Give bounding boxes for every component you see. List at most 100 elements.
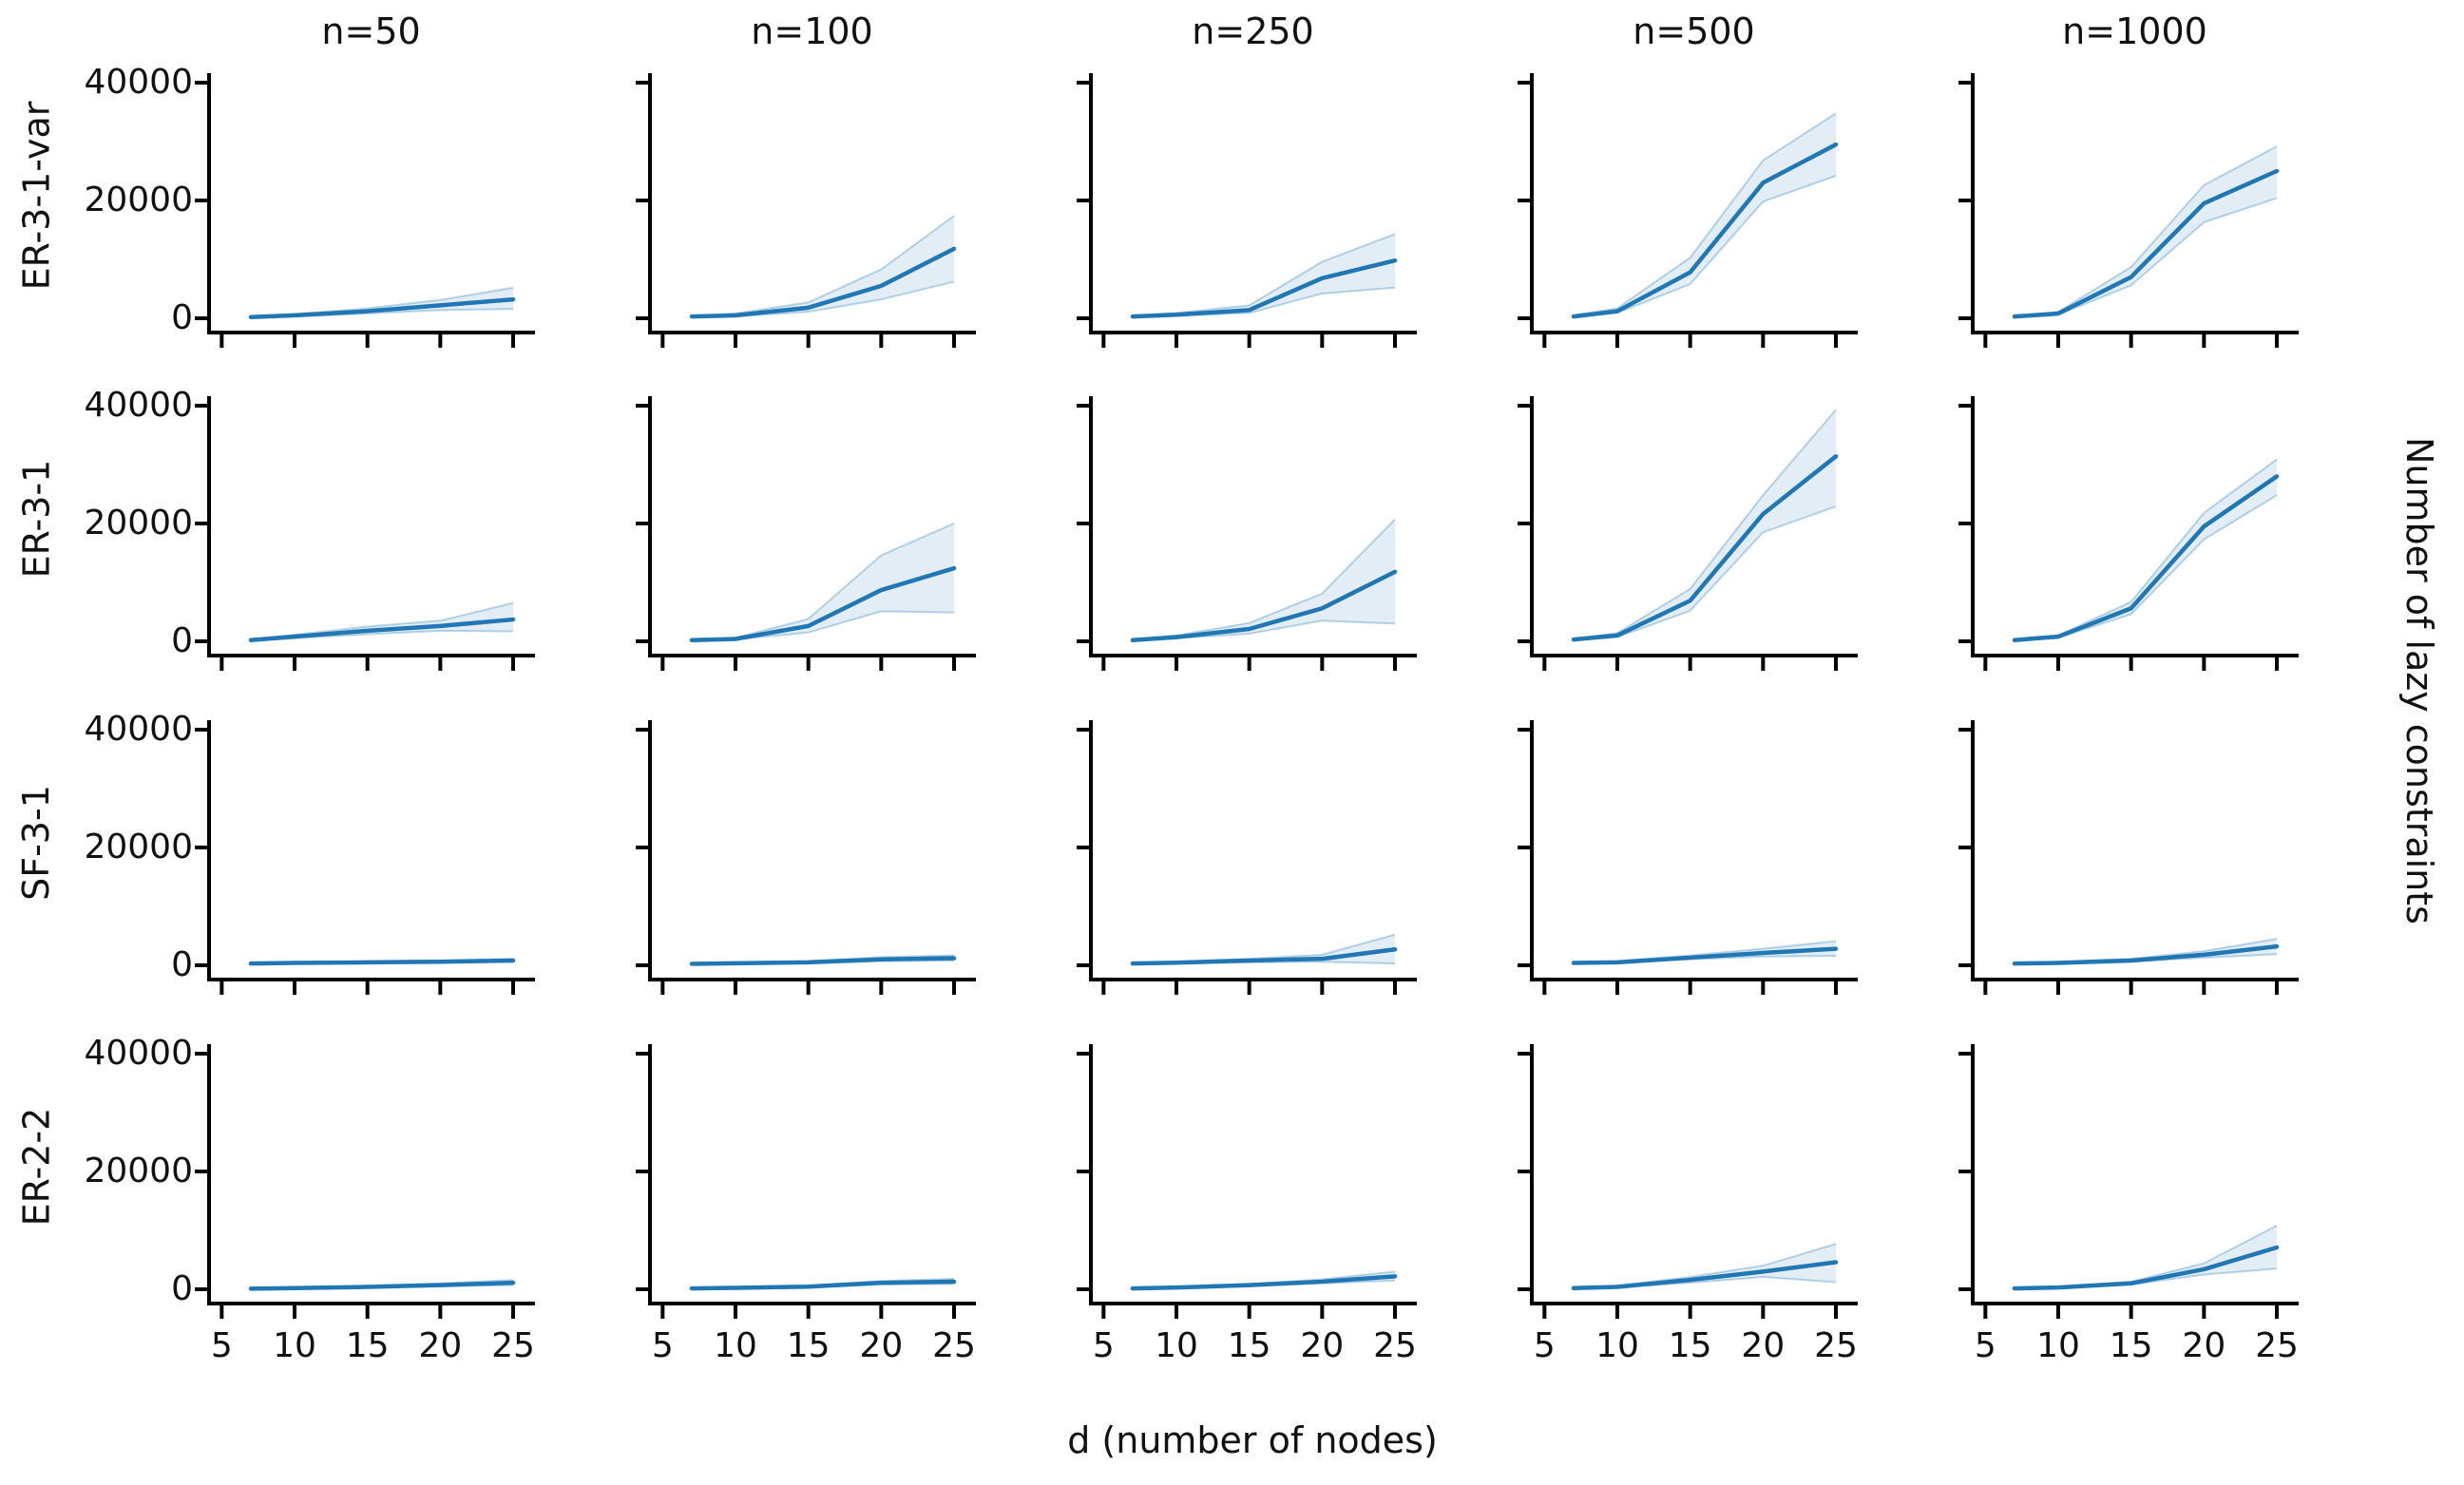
- confidence-band: [1574, 409, 1836, 640]
- x-tick-label: 25: [1373, 1326, 1417, 1365]
- x-tick-label: 10: [1595, 1326, 1639, 1365]
- confidence-band: [1133, 234, 1395, 317]
- y-tick-label: 40000: [84, 1034, 193, 1073]
- col-title-n=500: n=500: [1633, 10, 1755, 52]
- x-tick-label: 20: [2182, 1326, 2226, 1365]
- confidence-band: [692, 216, 954, 317]
- mean-line: [248, 958, 516, 966]
- mean-line: [689, 246, 957, 319]
- col-title-n=250: n=250: [1192, 10, 1314, 52]
- subplot-SF-3-1-n=250: [1077, 720, 1417, 995]
- band-upper-edge: [1573, 112, 1837, 316]
- y-tick-label: 40000: [84, 710, 193, 749]
- confidence-band: [1574, 113, 1836, 317]
- confidence-band: [1574, 1244, 1836, 1289]
- subplot-ER-2-2-n=1000: [1958, 1044, 2299, 1319]
- subplot-SF-3-1-n=500: [1518, 720, 1858, 995]
- x-tick-label: 15: [2109, 1326, 2153, 1365]
- col-title-n=1000: n=1000: [2062, 10, 2207, 52]
- mean-line: [1130, 257, 1398, 319]
- subplot-ER-2-2-n=500: [1518, 1044, 1858, 1319]
- confidence-band: [2015, 145, 2277, 317]
- y-axis-label-right: Number of lazy constraints: [2391, 56, 2448, 1305]
- x-tick-label: 10: [1155, 1326, 1198, 1365]
- x-tick-label: 5: [1092, 1326, 1115, 1365]
- subplot-ER-2-2-n=250: [1077, 1044, 1417, 1319]
- x-tick-label: 10: [714, 1326, 757, 1365]
- confidence-band: [1133, 519, 1395, 641]
- y-tick-label: 0: [171, 621, 193, 660]
- y-tick-label: 20000: [84, 828, 193, 866]
- subplot-ER-3-1-var-n=1000: [1958, 73, 2299, 348]
- subplot-ER-2-2-n=100: [636, 1044, 976, 1319]
- subplot-ER-3-1-n=250: [1077, 396, 1417, 671]
- x-tick-label: 5: [651, 1326, 674, 1365]
- mean-line: [689, 956, 957, 966]
- confidence-band: [2015, 459, 2277, 641]
- mean-line: [2012, 943, 2280, 966]
- col-title-n=50: n=50: [321, 10, 421, 52]
- y-tick-label: 20000: [84, 181, 193, 219]
- subplot-ER-3-1-var-n=250: [1077, 73, 1417, 348]
- mean-line: [1130, 569, 1398, 643]
- mean-line: [248, 617, 516, 643]
- y-axis-label-right-text: Number of lazy constraints: [2398, 437, 2440, 924]
- band-upper-edge: [2014, 458, 2278, 641]
- x-tick-label: 20: [1741, 1326, 1786, 1365]
- x-tick-label: 15: [1227, 1326, 1271, 1365]
- mean-line: [248, 1280, 516, 1291]
- x-tick-label: 10: [273, 1326, 316, 1365]
- subplot-ER-3-1-n=1000: [1958, 396, 2299, 671]
- mean-line: [1571, 946, 1839, 965]
- subplot-ER-3-1-n=100: [636, 396, 976, 671]
- mean-line: [1571, 142, 1839, 319]
- y-tick-label: 20000: [84, 1152, 193, 1190]
- x-tick-label: 5: [1533, 1326, 1556, 1365]
- y-tick-label: 40000: [84, 386, 193, 425]
- band-upper-edge: [1573, 409, 1837, 640]
- subplot-ER-3-1-var-n=100: [636, 73, 976, 348]
- x-tick-label: 5: [210, 1326, 233, 1365]
- subplot-SF-3-1-n=1000: [1958, 720, 2299, 995]
- x-tick-label: 10: [2036, 1326, 2080, 1365]
- subplot-ER-2-2-n=50: [195, 1044, 535, 1319]
- x-tick-label: 20: [1300, 1326, 1345, 1365]
- y-tick-label: 0: [171, 298, 193, 337]
- mean-line: [1130, 947, 1398, 966]
- mean-line: [1571, 1260, 1839, 1291]
- y-tick-label: 0: [171, 945, 193, 984]
- y-tick-label: 40000: [84, 63, 193, 102]
- subplot-SF-3-1-n=50: [195, 720, 535, 995]
- col-title-n=100: n=100: [751, 10, 873, 52]
- x-tick-label: 15: [345, 1326, 390, 1365]
- mean-line: [1130, 1274, 1398, 1291]
- x-tick-label: 15: [1668, 1326, 1712, 1365]
- x-axis-label: d (number of nodes): [1067, 1419, 1438, 1461]
- subplot-ER-3-1-var-n=500: [1518, 73, 1858, 348]
- mean-line: [2012, 1245, 2280, 1291]
- y-tick-label: 20000: [84, 504, 193, 543]
- subplot-ER-3-1-n=50: [195, 396, 535, 671]
- mean-line: [689, 1279, 957, 1291]
- confidence-band: [2015, 1226, 2277, 1289]
- mean-line: [2012, 168, 2280, 319]
- mean-line: [2012, 474, 2280, 643]
- mean-line: [1571, 454, 1839, 642]
- x-tick-label: 25: [491, 1326, 535, 1365]
- mean-line: [689, 565, 957, 643]
- x-tick-label: 20: [859, 1326, 904, 1365]
- x-tick-label: 25: [1814, 1326, 1858, 1365]
- x-tick-label: 5: [1974, 1326, 1996, 1365]
- subplot-SF-3-1-n=100: [636, 720, 976, 995]
- mean-line: [248, 296, 516, 320]
- y-tick-label: 0: [171, 1269, 193, 1308]
- x-tick-label: 25: [932, 1326, 976, 1365]
- subplot-ER-3-1-n=500: [1518, 396, 1858, 671]
- confidence-band: [692, 524, 954, 641]
- x-tick-label: 20: [418, 1326, 463, 1365]
- subplot-ER-3-1-var-n=50: [195, 73, 535, 348]
- x-tick-label: 15: [786, 1326, 831, 1365]
- x-tick-label: 25: [2255, 1326, 2299, 1365]
